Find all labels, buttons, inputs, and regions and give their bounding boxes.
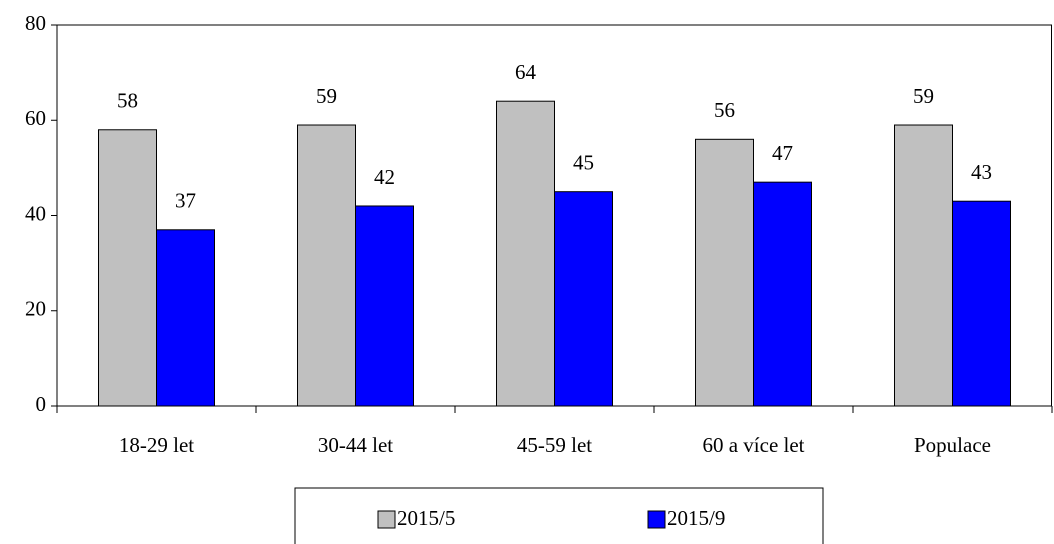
data-label: 42: [374, 165, 395, 189]
data-label: 59: [316, 84, 337, 108]
bar: [894, 124, 953, 407]
data-label: 64: [515, 60, 537, 84]
legend-label: 2015/9: [667, 506, 725, 530]
bar: [952, 200, 1011, 407]
x-tick-label: 60 a více let: [702, 433, 804, 457]
x-tick-label: Populace: [914, 433, 991, 457]
x-tick-label: 18-29 let: [119, 433, 194, 457]
bar: [355, 205, 414, 407]
bar: [695, 138, 754, 407]
bar: [554, 191, 613, 407]
bar: [98, 129, 157, 407]
y-tick-label: 80: [25, 11, 46, 35]
data-label: 59: [913, 84, 934, 108]
legend: [294, 487, 824, 544]
legend-label: 2015/5: [397, 506, 455, 530]
bar: [297, 124, 356, 407]
data-label: 58: [117, 89, 138, 113]
data-label: 47: [772, 141, 793, 165]
y-tick-label: 40: [25, 201, 46, 225]
x-tick-label: 45-59 let: [517, 433, 592, 457]
data-label: 43: [971, 160, 992, 184]
y-tick-label: 20: [25, 297, 46, 321]
bar: [156, 229, 215, 407]
bar: [496, 100, 555, 407]
legend-swatch: [377, 510, 396, 529]
x-tick-label: 30-44 let: [318, 433, 393, 457]
data-label: 45: [573, 151, 594, 175]
data-label: 56: [714, 98, 735, 122]
bar: [753, 181, 812, 407]
legend-swatch: [647, 510, 666, 529]
y-tick-label: 60: [25, 106, 46, 130]
data-label: 37: [175, 189, 196, 213]
y-tick-label: 0: [36, 392, 47, 416]
